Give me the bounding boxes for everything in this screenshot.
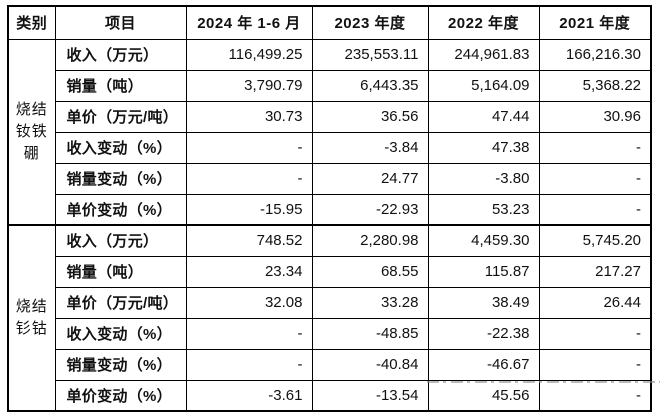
cell-value: - <box>538 317 652 350</box>
row-label-volume: 销量（吨） <box>54 255 187 288</box>
row-label-unit-price: 单价（万元/吨） <box>54 286 187 319</box>
cell-value: -3.80 <box>427 162 540 195</box>
header-category: 类别 <box>7 5 56 40</box>
row-label-unit-price-change: 单价变动（%） <box>54 379 187 412</box>
section-ndfeb: 烧结 钕铁 硼 收入（万元） 116,499.25 235,553.11 244… <box>7 38 652 226</box>
cell-value: 6,443.35 <box>311 69 429 102</box>
cell-value: 748.52 <box>185 224 313 257</box>
cell-value: 116,499.25 <box>185 38 313 71</box>
cell-value: 244,961.83 <box>427 38 540 71</box>
cell-value: 36.56 <box>311 100 429 133</box>
cell-value: 23.34 <box>185 255 313 288</box>
cell-value: 53.23 <box>427 193 540 226</box>
row-label-revenue: 收入（万元） <box>54 38 187 71</box>
table-row: 烧结 钕铁 硼 收入（万元） 116,499.25 235,553.11 244… <box>7 38 652 226</box>
cell-value: 5,745.20 <box>538 224 652 257</box>
table-row: 销量变动（%） - -40.84 -46.67 - <box>8 348 652 381</box>
cell-value: - <box>538 193 652 226</box>
cell-value: - <box>185 348 313 381</box>
cell-value: 47.44 <box>427 100 540 133</box>
cell-value: - <box>538 379 652 412</box>
category-label-ndfeb: 烧结 钕铁 硼 <box>7 38 56 226</box>
row-label-revenue-change: 收入变动（%） <box>54 317 187 350</box>
row-label-volume: 销量（吨） <box>54 69 187 102</box>
table-row: 销量（吨） 3,790.79 6,443.35 5,164.09 5,368.2… <box>8 69 652 102</box>
cell-value: -15.95 <box>185 193 313 226</box>
cell-value: 217.27 <box>538 255 652 288</box>
row-label-unit-price-change: 单价变动（%） <box>54 193 187 226</box>
cell-value: 5,368.22 <box>538 69 652 102</box>
table-row: 销量（吨） 23.34 68.55 115.87 217.27 <box>8 255 652 288</box>
cell-value: 45.56 <box>427 379 540 412</box>
header-period-2022: 2022 年度 <box>427 5 540 40</box>
table-row: 单价（万元/吨） 30.73 36.56 47.44 30.96 <box>8 100 652 133</box>
header-period-2023: 2023 年度 <box>311 5 429 40</box>
cell-value: 2,280.98 <box>311 224 429 257</box>
table-row: 单价变动（%） -15.95 -22.93 53.23 - <box>8 193 652 226</box>
cell-value: 3,790.79 <box>185 69 313 102</box>
table-row: 烧结 钐钴 收入（万元） 748.52 2,280.98 4,459.30 5,… <box>7 224 652 412</box>
cell-value: -22.93 <box>311 193 429 226</box>
cell-value: - <box>538 131 652 164</box>
table-row: 单价（万元/吨） 32.08 33.28 38.49 26.44 <box>8 286 652 319</box>
cell-value: 4,459.30 <box>427 224 540 257</box>
cell-value: 5,164.09 <box>427 69 540 102</box>
header-item: 项目 <box>54 5 187 40</box>
cell-value: 30.96 <box>538 100 652 133</box>
row-label-volume-change: 销量变动（%） <box>54 162 187 195</box>
row-label-unit-price: 单价（万元/吨） <box>54 100 187 133</box>
cell-value: - <box>185 162 313 195</box>
cell-value: 115.87 <box>427 255 540 288</box>
cell-value: 235,553.11 <box>311 38 429 71</box>
cell-value: - <box>538 348 652 381</box>
row-label-revenue: 收入（万元） <box>54 224 187 257</box>
row-label-revenue-change: 收入变动（%） <box>54 131 187 164</box>
cell-value: -22.38 <box>427 317 540 350</box>
cell-value: 38.49 <box>427 286 540 319</box>
cell-value: - <box>185 131 313 164</box>
cell-value: -46.67 <box>427 348 540 381</box>
cell-value: 47.38 <box>427 131 540 164</box>
cell-value: 68.55 <box>311 255 429 288</box>
cell-value: -3.61 <box>185 379 313 412</box>
cell-value: 33.28 <box>311 286 429 319</box>
row-label-volume-change: 销量变动（%） <box>54 348 187 381</box>
section-smco: 烧结 钐钴 收入（万元） 748.52 2,280.98 4,459.30 5,… <box>7 224 652 412</box>
cell-value: 166,216.30 <box>538 38 652 71</box>
cell-value: - <box>185 317 313 350</box>
product-revenue-table: 类别 项目 2024 年 1-6 月 2023 年度 2022 年度 2021 … <box>7 5 652 412</box>
table-row: 单价变动（%） -3.61 -13.54 45.56 - <box>8 379 652 412</box>
table-row: 收入变动（%） - -3.84 47.38 - <box>8 131 652 164</box>
header-period-2024h1: 2024 年 1-6 月 <box>185 5 313 40</box>
table-row: 收入变动（%） - -48.85 -22.38 - <box>8 317 652 350</box>
category-label-smco: 烧结 钐钴 <box>7 224 56 412</box>
cell-value: -40.84 <box>311 348 429 381</box>
cell-value: -3.84 <box>311 131 429 164</box>
cell-value: 30.73 <box>185 100 313 133</box>
table-row: 销量变动（%） - 24.77 -3.80 - <box>8 162 652 195</box>
cell-value: 26.44 <box>538 286 652 319</box>
cell-value: 24.77 <box>311 162 429 195</box>
header-period-2021: 2021 年度 <box>538 5 652 40</box>
table-header-row: 类别 项目 2024 年 1-6 月 2023 年度 2022 年度 2021 … <box>7 5 652 40</box>
cell-value: -48.85 <box>311 317 429 350</box>
cell-value: 32.08 <box>185 286 313 319</box>
cell-value: - <box>538 162 652 195</box>
cell-value: -13.54 <box>311 379 429 412</box>
